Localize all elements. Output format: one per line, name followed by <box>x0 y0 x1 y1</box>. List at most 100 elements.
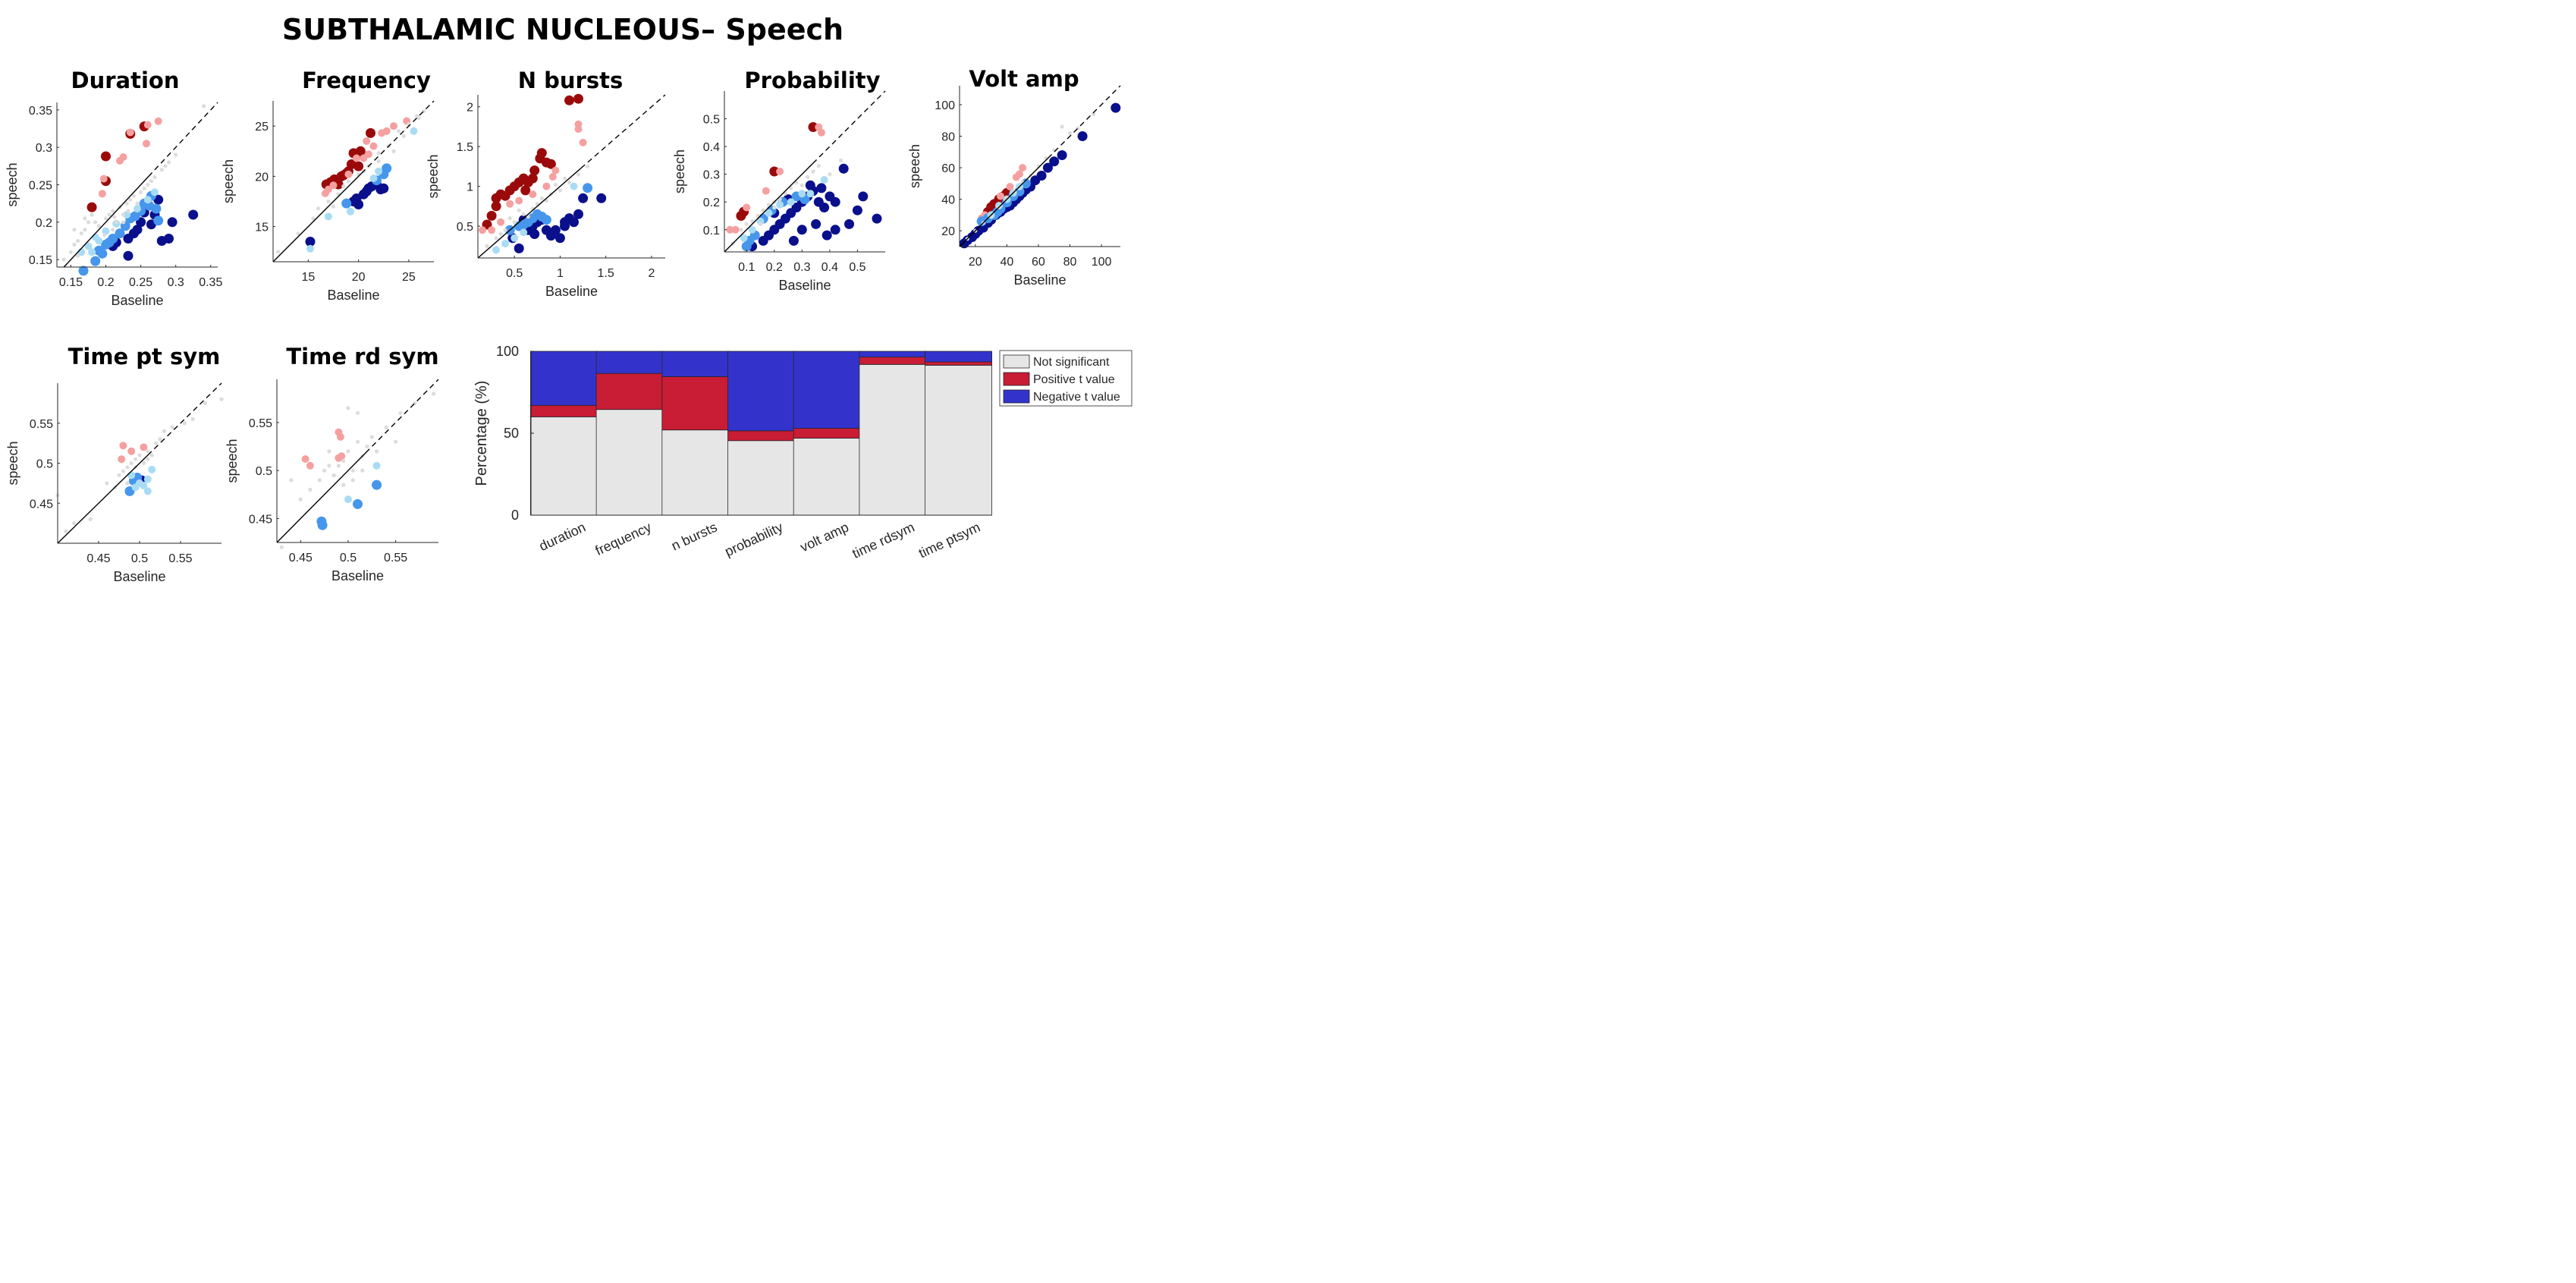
data-point <box>816 183 827 193</box>
data-point <box>107 212 112 217</box>
data-point <box>1042 162 1053 173</box>
x-tick-label: 0.15 <box>59 276 83 289</box>
y-tick-label: 100 <box>496 344 519 359</box>
data-point <box>545 159 556 169</box>
data-point <box>149 453 154 458</box>
data-point <box>731 225 740 234</box>
data-point <box>158 437 162 442</box>
data-point <box>376 159 381 164</box>
data-point <box>78 266 89 276</box>
data-point <box>202 104 206 108</box>
data-point <box>529 190 537 199</box>
data-point <box>341 458 346 464</box>
data-point <box>119 442 127 450</box>
data-point <box>276 250 281 254</box>
data-point <box>143 121 152 129</box>
data-point <box>369 435 374 439</box>
data-point <box>99 175 108 183</box>
y-tick-label: 0.15 <box>29 254 52 267</box>
data-point <box>317 520 328 530</box>
data-point <box>117 473 121 477</box>
data-point <box>327 449 331 454</box>
data-point <box>305 237 316 247</box>
y-tick-label: 0.5 <box>457 221 473 234</box>
data-point <box>852 205 862 215</box>
scatter-panel-5: Volt amp 20 40 60 80 100 20 40 60 80 100 Baseline sp… <box>907 66 1121 288</box>
data-point <box>765 209 773 217</box>
data-point <box>90 212 94 217</box>
y-tick-label: 0.3 <box>703 169 720 182</box>
data-point <box>569 217 579 228</box>
data-point <box>740 234 748 242</box>
data-point <box>159 168 164 172</box>
data-point <box>123 234 134 244</box>
stacked-bar-chart: duration frequency n bursts probability volt… <box>473 344 1132 561</box>
data-point <box>90 256 101 266</box>
data-point <box>346 449 350 454</box>
data-point <box>93 220 98 225</box>
data-point <box>583 183 593 193</box>
data-point <box>68 250 73 254</box>
data-point <box>1016 170 1023 178</box>
identity-line-dashed <box>365 379 439 454</box>
data-point <box>72 242 77 247</box>
data-point <box>344 170 353 178</box>
data-point <box>331 473 336 478</box>
data-point <box>821 230 832 241</box>
data-point <box>72 228 77 232</box>
data-point <box>384 425 388 429</box>
data-point <box>805 180 815 190</box>
data-point <box>341 483 346 487</box>
x-tick-label: 0.45 <box>86 552 110 565</box>
legend-entry: Positive t value <box>1033 373 1115 386</box>
data-point <box>188 209 199 220</box>
data-point <box>139 190 143 194</box>
data-point <box>125 465 130 470</box>
category-label: time rdsym <box>850 519 916 561</box>
data-point <box>317 478 322 483</box>
data-point <box>529 165 540 176</box>
data-point <box>301 455 309 463</box>
data-point <box>143 475 152 483</box>
data-point <box>306 244 314 253</box>
data-point <box>327 464 331 468</box>
data-point <box>346 406 350 410</box>
bar-segment <box>793 438 861 516</box>
data-point <box>798 190 806 198</box>
data-point <box>366 127 375 138</box>
data-point <box>564 95 574 105</box>
data-point <box>548 173 557 181</box>
data-point <box>121 469 125 473</box>
category-label: volt amp <box>798 519 851 555</box>
y-tick-label: 1 <box>467 181 473 194</box>
data-point <box>816 164 821 168</box>
y-tick-label: 0.5 <box>703 114 720 127</box>
data-point <box>174 153 178 157</box>
legend-entry: Negative t value <box>1033 391 1120 404</box>
identity-line-dashed <box>361 100 435 174</box>
data-point <box>820 176 828 184</box>
y-tick-label: 0.5 <box>36 458 53 471</box>
data-point <box>398 410 403 415</box>
y-tick-label: 0.2 <box>703 197 720 209</box>
data-point <box>390 122 397 131</box>
data-point <box>391 149 396 153</box>
x-tick-label: 60 <box>1032 256 1045 269</box>
bar-segment <box>925 351 992 363</box>
data-point <box>838 163 849 174</box>
y-tick-label: 25 <box>255 121 269 134</box>
category-label: probability <box>722 519 785 559</box>
data-point <box>748 225 756 234</box>
y-tick-label: 0.5 <box>256 465 272 478</box>
data-point <box>365 444 369 449</box>
x-tick-label: 0.45 <box>289 552 313 564</box>
category-label: n bursts <box>669 519 719 553</box>
data-point <box>88 517 93 522</box>
bar-segment <box>859 357 927 365</box>
data-point <box>776 168 784 175</box>
bar-segment <box>859 363 927 516</box>
data-point <box>86 220 91 225</box>
data-point <box>98 190 106 198</box>
